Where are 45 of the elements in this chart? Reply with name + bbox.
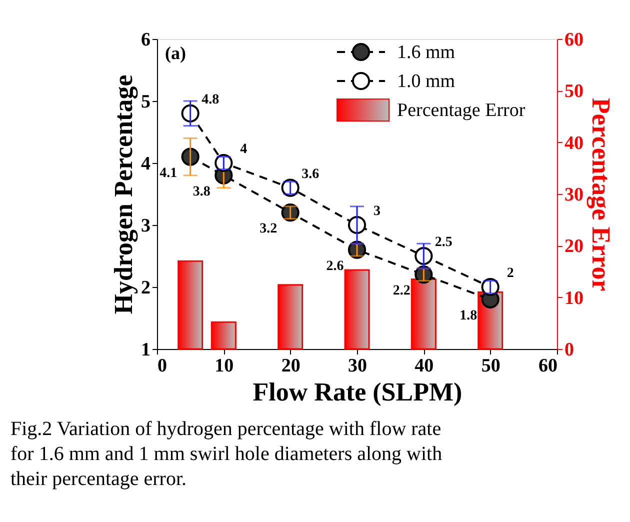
x-tick-label: 10 — [214, 356, 234, 376]
data-label: 3 — [374, 204, 380, 219]
x-tick-label: 50 — [481, 356, 500, 376]
data-label: 2.2 — [392, 284, 410, 299]
bar — [344, 269, 370, 350]
y-tick-label: 6 — [141, 30, 150, 50]
data-label: 3.8 — [192, 184, 210, 200]
y2-tick-label: 60 — [564, 30, 584, 50]
x-tick-label: 0 — [158, 356, 167, 376]
data-label: 3.2 — [260, 222, 278, 237]
y2-tick-label: 0 — [564, 340, 574, 360]
annotation: (a) — [165, 43, 186, 63]
bar — [410, 278, 436, 350]
bar — [178, 260, 204, 350]
data-label: 1.8 — [460, 308, 478, 324]
bar — [210, 321, 236, 350]
y2-tick-label: 40 — [564, 132, 584, 154]
y-tick-label: 5 — [141, 92, 150, 112]
data-label: 2 — [506, 266, 514, 281]
data-label: 4.8 — [202, 92, 220, 108]
y-tick-label: 3 — [141, 216, 150, 236]
legend-label: 1.6 mm — [397, 42, 456, 63]
caption: Fig.2 Variation of hydrogen percentage with flow rate for 1.6 mm and 1 mm swirl hole diameters along with their percentage error. — [10, 418, 442, 490]
y2-tick-label: 30 — [564, 184, 584, 206]
data-label: 2.6 — [326, 258, 344, 274]
data-label: 4.1 — [160, 166, 178, 181]
y2-axis-title: Percentage Error — [586, 98, 616, 292]
y2-tick-label: 50 — [564, 81, 584, 102]
legend-label: Percentage Error — [397, 100, 526, 121]
bar — [278, 284, 304, 350]
y-tick-label: 1 — [141, 340, 150, 360]
data-label: 2.5 — [434, 235, 452, 250]
y-tick-label: 4 — [141, 154, 151, 174]
x-tick-label: 30 — [348, 356, 367, 376]
x-tick-label: 40 — [414, 356, 434, 376]
y2-tick-label: 10 — [564, 288, 584, 309]
data-label: 3.6 — [302, 166, 320, 182]
x-tick-label: 60 — [538, 356, 558, 376]
y-axis-title: Hydrogen Percentage — [109, 74, 138, 314]
x-axis-title: Flow Rate (SLPM) — [252, 378, 462, 406]
x-tick-label: 20 — [281, 356, 300, 376]
legend-label: 1.0 mm — [397, 71, 456, 92]
y2-tick-label: 20 — [564, 236, 584, 258]
data-label: 4 — [240, 142, 248, 157]
y-tick-label: 2 — [141, 278, 150, 298]
